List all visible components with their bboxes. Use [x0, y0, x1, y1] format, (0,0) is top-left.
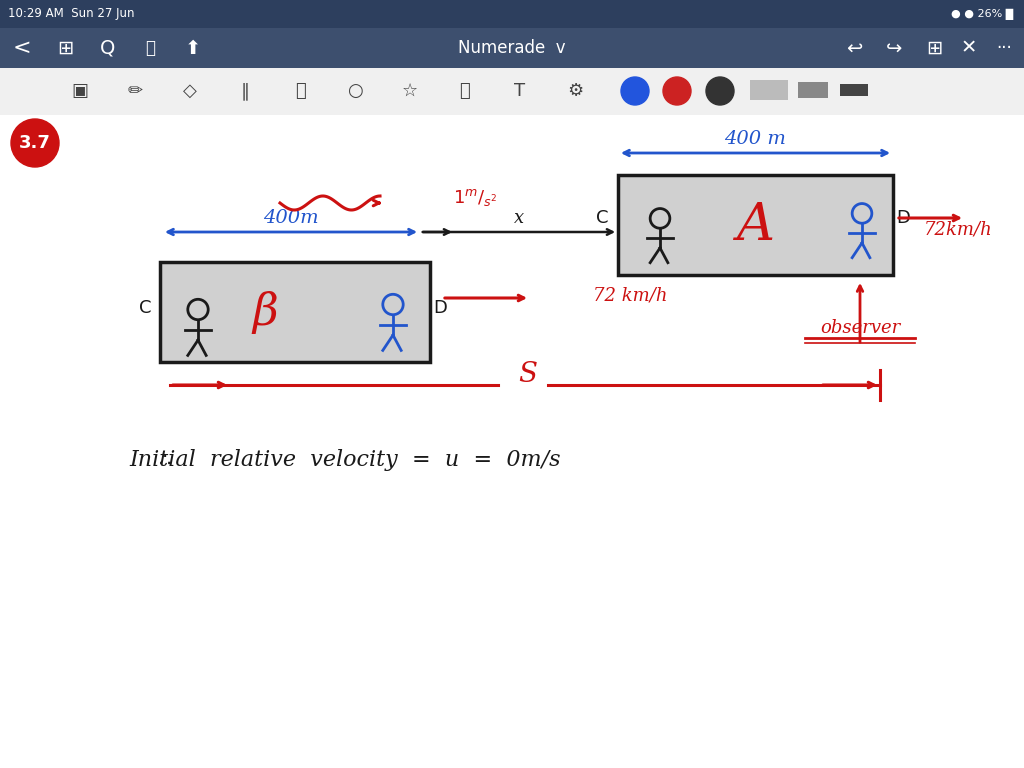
Text: <: < — [12, 38, 32, 58]
Text: 10:29 AM  Sun 27 Jun: 10:29 AM Sun 27 Jun — [8, 8, 134, 21]
Bar — [160, 262, 430, 362]
Text: x: x — [514, 209, 524, 227]
Text: ◇: ◇ — [183, 82, 197, 100]
Text: 400 m: 400 m — [725, 130, 786, 148]
Text: ⊞: ⊞ — [56, 38, 73, 58]
Text: ⚙: ⚙ — [567, 82, 583, 100]
Bar — [750, 80, 788, 100]
Bar — [0, 0, 1024, 28]
Text: ▣: ▣ — [72, 82, 88, 100]
Text: D: D — [896, 209, 910, 227]
Text: 72km/h: 72km/h — [925, 221, 993, 239]
Text: C: C — [138, 299, 152, 317]
Text: 🔖: 🔖 — [145, 39, 155, 57]
Text: T: T — [514, 82, 525, 100]
Text: ✕: ✕ — [961, 38, 977, 58]
Circle shape — [621, 77, 649, 105]
Bar — [798, 82, 828, 98]
Text: ∴: ∴ — [159, 451, 171, 469]
Text: β: β — [252, 290, 278, 333]
Text: ⊞: ⊞ — [926, 38, 942, 58]
Circle shape — [663, 77, 691, 105]
Text: ⬆: ⬆ — [184, 38, 201, 58]
Bar — [618, 175, 893, 275]
Text: Initial  relative  velocity  =  u  =  0m/s: Initial relative velocity = u = 0m/s — [129, 449, 561, 471]
Bar — [0, 68, 1024, 115]
Text: 400m: 400m — [263, 209, 318, 227]
Text: ↪: ↪ — [886, 38, 902, 58]
Text: 72 km/h: 72 km/h — [593, 286, 668, 304]
Text: Numerade  v: Numerade v — [458, 39, 566, 57]
Circle shape — [706, 77, 734, 105]
Text: ∥: ∥ — [241, 82, 250, 100]
Bar — [0, 28, 1024, 68]
Text: ● ● 26% ▉: ● ● 26% ▉ — [950, 8, 1014, 20]
Text: ☆: ☆ — [402, 82, 418, 100]
Text: 3.7: 3.7 — [19, 134, 51, 152]
Text: ✋: ✋ — [295, 82, 305, 100]
Text: ✏: ✏ — [127, 82, 142, 100]
Text: Q: Q — [100, 38, 116, 58]
Text: A: A — [736, 200, 774, 250]
Bar — [840, 84, 868, 96]
Text: S: S — [518, 362, 538, 389]
Text: ···: ··· — [996, 39, 1012, 57]
Text: D: D — [433, 299, 446, 317]
Circle shape — [11, 119, 59, 167]
Text: $1^{m}/_{s^2}$: $1^{m}/_{s^2}$ — [453, 187, 498, 208]
Text: C: C — [596, 209, 608, 227]
Text: ○: ○ — [347, 82, 362, 100]
Text: observer: observer — [820, 319, 900, 337]
Text: 🖼: 🖼 — [460, 82, 470, 100]
Text: ↩: ↩ — [846, 38, 862, 58]
